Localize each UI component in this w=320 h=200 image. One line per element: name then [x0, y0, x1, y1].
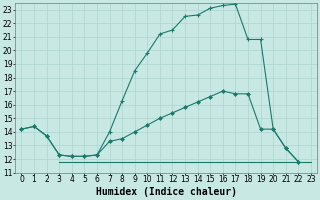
X-axis label: Humidex (Indice chaleur): Humidex (Indice chaleur): [96, 187, 237, 197]
